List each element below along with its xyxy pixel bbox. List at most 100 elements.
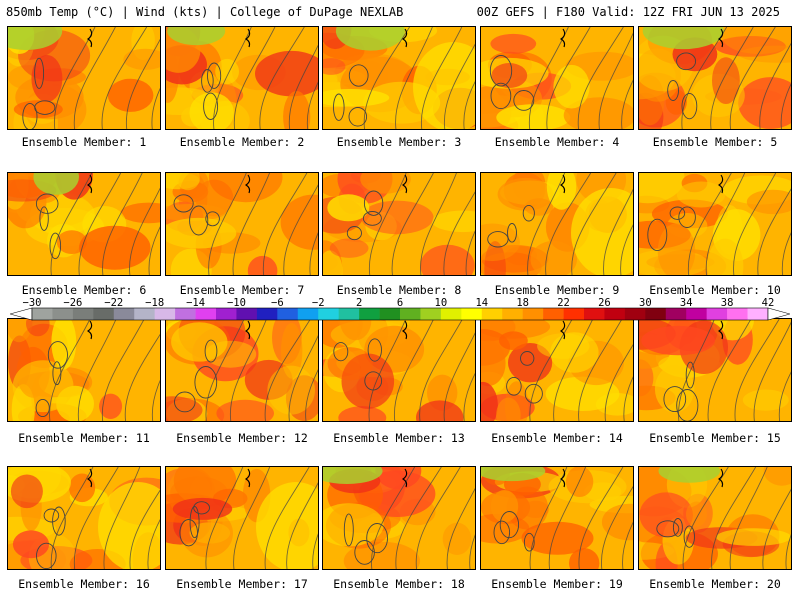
colorbar-min-arrow [10, 307, 33, 321]
colorbar-tick-label: −22 [104, 297, 124, 309]
colorbar-segment [420, 308, 442, 320]
ensemble-member-caption: Ensemble Member: 2 [179, 135, 305, 149]
colorbar-segment [236, 308, 258, 320]
ensemble-member-caption: Ensemble Member: 15 [649, 431, 781, 445]
ensemble-member-caption: Ensemble Member: 1 [21, 135, 147, 149]
colorbar-segment [113, 308, 135, 320]
colorbar-tick-label: −18 [145, 297, 165, 309]
ensemble-member-map [638, 318, 792, 422]
colorbar-segment [400, 308, 421, 320]
colorbar-segment [256, 308, 278, 320]
ensemble-member-map [480, 466, 634, 570]
colorbar-segment [72, 308, 94, 320]
colorbar-tick-label: 38 [720, 297, 734, 309]
colorbar-segment [32, 308, 53, 320]
ensemble-member-map [638, 26, 792, 130]
colorbar-segment [543, 308, 564, 320]
colorbar-segment [481, 308, 503, 320]
colorbar-tick-label: 42 [761, 297, 775, 309]
colorbar-segment [686, 308, 707, 320]
ensemble-member-caption: Ensemble Member: 7 [179, 283, 305, 297]
ensemble-member-caption: Ensemble Member: 19 [491, 577, 623, 591]
colorbar-tick-label: 26 [598, 297, 611, 309]
colorbar-tick-label: 2 [355, 297, 363, 309]
colorbar-segment [93, 308, 115, 320]
colorbar-segment [522, 308, 544, 320]
ensemble-member-map [7, 26, 161, 130]
colorbar-segment [665, 308, 687, 320]
ensemble-member-map [165, 318, 319, 422]
colorbar-segment [584, 308, 605, 320]
ensemble-member-caption: Ensemble Member: 18 [333, 577, 465, 591]
colorbar-segment [277, 308, 299, 320]
ensemble-member-caption: Ensemble Member: 16 [18, 577, 150, 591]
colorbar-segment [318, 308, 339, 320]
ensemble-member-caption: Ensemble Member: 14 [491, 431, 623, 445]
colorbar-tick-label: −6 [271, 297, 284, 309]
ensemble-member-caption: Ensemble Member: 9 [494, 283, 620, 297]
colorbar-tick-label: −2 [311, 297, 325, 309]
ensemble-member-caption: Ensemble Member: 17 [176, 577, 308, 591]
colorbar-segment [52, 308, 74, 320]
ensemble-member-caption: Ensemble Member: 4 [494, 135, 620, 149]
ensemble-member-caption: Ensemble Member: 13 [333, 431, 465, 445]
ensemble-member-caption: Ensemble Member: 3 [336, 135, 462, 149]
colorbar-segment [440, 308, 462, 320]
colorbar-segment [297, 308, 319, 320]
ensemble-member-map [7, 172, 161, 276]
colorbar-tick-label: 30 [639, 297, 652, 309]
colorbar-tick-label: −10 [226, 297, 246, 309]
ensemble-member-caption: Ensemble Member: 5 [652, 135, 778, 149]
colorbar-segment [706, 308, 728, 320]
temperature-colorbar [10, 307, 790, 321]
map-title: 850mb Temp (°C) | Wind (kts) | College o… [6, 5, 404, 19]
ensemble-member-caption: Ensemble Member: 10 [649, 283, 781, 297]
colorbar-segment [175, 308, 196, 320]
colorbar-segment [747, 308, 769, 320]
ensemble-member-map [322, 466, 476, 570]
colorbar-segment [727, 308, 748, 320]
colorbar-segment [624, 308, 646, 320]
colorbar-segment [461, 308, 483, 320]
colorbar-max-arrow [767, 307, 790, 321]
colorbar-segment [502, 308, 523, 320]
ensemble-member-map [7, 466, 161, 570]
ensemble-member-caption: Ensemble Member: 20 [649, 577, 781, 591]
ensemble-member-map [165, 172, 319, 276]
ensemble-member-map [638, 466, 792, 570]
ensemble-member-map [165, 26, 319, 130]
colorbar-tick-label: −30 [22, 297, 42, 309]
colorbar-segment [216, 308, 237, 320]
ensemble-member-caption: Ensemble Member: 11 [18, 431, 150, 445]
ensemble-member-map [480, 318, 634, 422]
ensemble-member-map [322, 26, 476, 130]
colorbar-tick-label: −26 [63, 297, 83, 309]
ensemble-member-map [638, 172, 792, 276]
ensemble-member-caption: Ensemble Member: 6 [21, 283, 147, 297]
colorbar-segment [604, 308, 626, 320]
ensemble-member-map [322, 172, 476, 276]
ensemble-member-map [7, 318, 161, 422]
colorbar-segment [154, 308, 176, 320]
colorbar-tick-label: −14 [186, 297, 206, 309]
ensemble-member-map [165, 466, 319, 570]
colorbar-tick-label: 6 [396, 297, 404, 309]
colorbar-segment [563, 308, 585, 320]
ensemble-member-map [480, 26, 634, 130]
ensemble-member-caption: Ensemble Member: 12 [176, 431, 308, 445]
colorbar-tick-label: 34 [679, 297, 693, 309]
colorbar-segment [134, 308, 155, 320]
colorbar-segment [195, 308, 217, 320]
colorbar-tick-label: 18 [516, 297, 529, 309]
colorbar-tick-label: 14 [475, 297, 489, 309]
colorbar-segment [338, 308, 360, 320]
colorbar-segment [359, 308, 380, 320]
colorbar-segment [379, 308, 401, 320]
colorbar-segment [645, 308, 667, 320]
ensemble-member-map [322, 318, 476, 422]
ensemble-member-map [480, 172, 634, 276]
ensemble-member-caption: Ensemble Member: 8 [336, 283, 462, 297]
colorbar-tick-label: 10 [434, 297, 448, 309]
valid-time-label: 00Z GEFS | F180 Valid: 12Z FRI JUN 13 20… [476, 5, 780, 19]
colorbar-tick-label: 22 [557, 297, 570, 309]
